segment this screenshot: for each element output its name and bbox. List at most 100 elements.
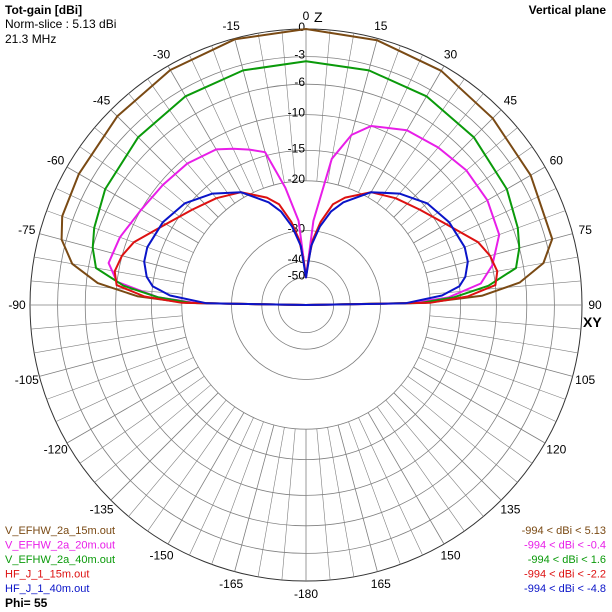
chart-title: Tot-gain [dBi] — [5, 3, 82, 17]
grid-spoke — [422, 210, 566, 263]
grid-spoke — [46, 210, 190, 263]
angle-tick-label: 90 — [588, 298, 602, 312]
grid-spoke — [167, 412, 245, 545]
angle-tick-label: -135 — [90, 502, 114, 516]
ring-tick-label: -6 — [294, 75, 305, 89]
grid-spoke — [147, 406, 236, 532]
grid-spoke — [316, 428, 331, 580]
legend-series-name: V_EFHW_2a_20m.out — [5, 540, 115, 552]
series-trace-HF_J_1_15m — [113, 191, 499, 306]
ring-tick-label: -40 — [288, 252, 306, 266]
grid-spoke — [428, 256, 578, 284]
grid-spoke — [376, 406, 465, 532]
grid-spoke — [367, 412, 445, 545]
grid-spoke — [358, 417, 423, 556]
grid-spoke — [376, 78, 465, 204]
angle-tick-label: 165 — [371, 577, 391, 591]
angle-tick-label: -90 — [8, 298, 26, 312]
grid-spoke — [257, 33, 285, 183]
grid-spoke — [79, 375, 205, 464]
angle-tick-label: -120 — [44, 443, 68, 457]
grid-spoke — [348, 421, 401, 565]
angle-tick-label: 60 — [550, 154, 564, 168]
grid-spoke — [425, 336, 573, 377]
legend-series-range: -994 < dBi < -2.2 — [524, 569, 606, 581]
gain-traces — [60, 28, 554, 306]
ring-tick-label: -20 — [288, 172, 306, 186]
grid-spoke — [66, 366, 199, 444]
grid-spoke — [429, 315, 581, 330]
series-trace-V_EFHW_2a_40m — [91, 60, 521, 306]
grid-spoke — [407, 146, 533, 235]
grid-spoke — [211, 45, 264, 189]
angle-tick-label: -15 — [223, 19, 241, 33]
grid-spoke — [128, 93, 227, 211]
angle-tick-label: 120 — [546, 443, 566, 457]
angle-tick-label: 105 — [575, 373, 595, 387]
ring-tick-label: 0 — [298, 20, 305, 34]
grid-spoke — [358, 54, 423, 193]
grid-spoke — [413, 166, 546, 244]
zenith-axis-letter: Z — [314, 9, 323, 25]
norm-slice-label: Norm-slice : 5.13 dBi — [5, 17, 116, 31]
grid-spoke — [407, 375, 533, 464]
grid-spoke — [337, 38, 378, 186]
grid-spoke — [337, 424, 378, 572]
series-trace-V_EFHW_2a_15m — [60, 28, 554, 306]
grid-spoke — [393, 109, 502, 218]
angle-tick-label: 45 — [504, 94, 518, 108]
grid-spoke — [281, 428, 296, 580]
angle-tick-label: 0 — [303, 9, 310, 23]
legend-series-name: V_EFHW_2a_40m.out — [5, 554, 115, 566]
angle-tick-label: -60 — [47, 154, 65, 168]
grid-spoke — [79, 146, 205, 235]
grid-spoke — [55, 357, 194, 422]
angle-tick-label: 150 — [440, 548, 460, 562]
legend-series-range: -994 < dBi < 1.6 — [528, 554, 606, 566]
polar-grid — [29, 28, 583, 582]
phi-label: Phi= 55 — [5, 596, 48, 610]
grid-spoke — [128, 399, 227, 517]
grid-ring — [231, 230, 381, 380]
grid-spoke — [393, 392, 502, 501]
grid-spoke — [31, 315, 183, 330]
grid-spoke — [110, 109, 219, 218]
grid-spoke — [147, 78, 236, 204]
angle-tick-label: -150 — [149, 548, 173, 562]
plane-label: Vertical plane — [529, 3, 607, 17]
angle-tick-label: -75 — [18, 223, 36, 237]
ring-tick-label: -50 — [288, 268, 306, 282]
grid-spoke — [167, 65, 245, 198]
grid-spoke — [400, 384, 518, 483]
legend-series-name: HF_J_1_15m.out — [5, 569, 89, 581]
grid-spoke — [281, 30, 296, 182]
grid-spoke — [367, 65, 445, 198]
grid-spoke — [39, 336, 187, 377]
grid-spoke — [327, 427, 355, 577]
angle-tick-label: -165 — [219, 577, 243, 591]
ring-tick-label: -10 — [288, 106, 306, 120]
ring-tick-labels: 0-3-6-10-15-20-30-40-50 — [288, 20, 306, 282]
grid-spoke — [385, 93, 484, 211]
legend-series-range: -994 < dBi < 5.13 — [522, 525, 606, 537]
angle-tick-label: -105 — [15, 373, 39, 387]
grid-spoke — [94, 127, 212, 226]
legend-names: V_EFHW_2a_15m.out V_EFHW_2a_20m.out V_EFHW… — [5, 525, 115, 595]
grid-spoke — [46, 347, 190, 400]
grid-spoke — [428, 326, 578, 354]
grid-spoke — [348, 45, 401, 189]
grid-spoke — [189, 417, 254, 556]
legend-series-name: HF_J_1_40m.out — [5, 583, 89, 595]
angle-tick-labels: 0153045607590105120135150165-180-165-150… — [8, 9, 602, 601]
grid-spoke — [189, 54, 254, 193]
grid-spoke — [234, 38, 275, 186]
legend-series-name: V_EFHW_2a_15m.out — [5, 525, 115, 537]
grid-spoke — [55, 188, 194, 253]
ring-tick-label: -3 — [294, 48, 305, 62]
angle-tick-label: 75 — [579, 223, 593, 237]
grid-spoke — [418, 188, 557, 253]
legend-series-range: -994 < dBi < -4.8 — [524, 583, 606, 595]
grid-spoke — [413, 366, 546, 444]
grid-spoke — [418, 357, 557, 422]
